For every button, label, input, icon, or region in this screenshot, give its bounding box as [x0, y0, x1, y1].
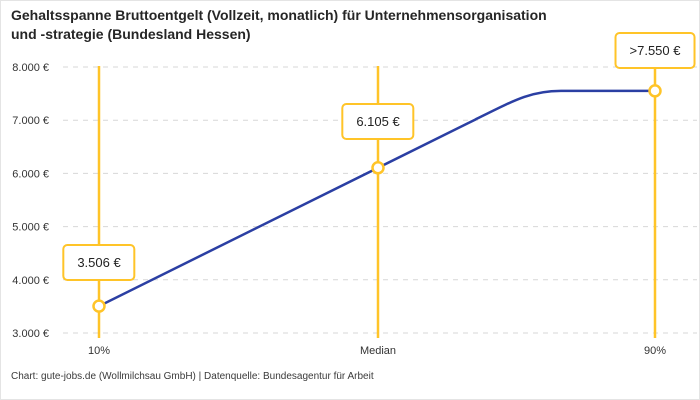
- chart-title: Gehaltsspanne Bruttoentgelt (Vollzeit, m…: [11, 6, 611, 44]
- data-point: [648, 84, 662, 98]
- point-label-box: 6.105 €: [341, 103, 415, 140]
- y-tick-label: 3.000 €: [12, 328, 49, 340]
- chart-title-line1: Gehaltsspanne Bruttoentgelt (Vollzeit, m…: [11, 7, 547, 23]
- y-tick-label: 7.000 €: [12, 115, 49, 127]
- salary-line: [98, 89, 655, 308]
- y-tick-label: 5.000 €: [12, 222, 49, 234]
- data-point: [92, 299, 106, 313]
- y-tick-label: 8.000 €: [12, 62, 49, 74]
- y-tick-label: 6.000 €: [12, 168, 49, 180]
- point-label-box: >7.550 €: [614, 32, 696, 69]
- point-label-box: 3.506 €: [62, 244, 136, 281]
- y-tick-label: 4.000 €: [12, 275, 49, 287]
- footer-credit: Chart: gute-jobs.de (Wollmilchsau GmbH) …: [11, 371, 374, 382]
- data-point: [371, 161, 385, 175]
- chart-title-line2: und -strategie (Bundesland Hessen): [11, 25, 251, 42]
- x-tick-label: Median: [360, 345, 396, 357]
- x-tick-label: 10%: [88, 345, 110, 357]
- x-tick-label: 90%: [644, 345, 666, 357]
